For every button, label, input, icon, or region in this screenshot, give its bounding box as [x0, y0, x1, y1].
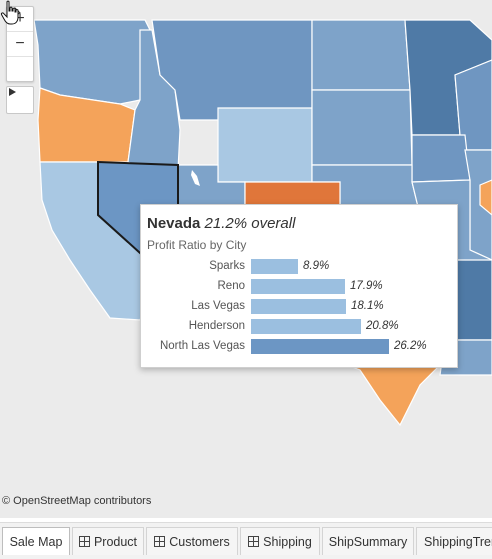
state-iowa[interactable]: [411, 134, 471, 183]
map-attribution[interactable]: © OpenStreetMap contributors: [2, 495, 152, 507]
tooltip-row: Las Vegas 18.1%: [141, 299, 457, 315]
pin-button[interactable]: [7, 7, 33, 81]
tooltip-bar: [251, 299, 346, 314]
state-north-dakota[interactable]: [311, 19, 411, 91]
lake-icon: [191, 170, 200, 186]
tooltip-value-label: 8.9%: [303, 260, 330, 272]
zoom-out-button[interactable]: −: [7, 32, 33, 57]
tooltip-value-label: 20.8%: [366, 320, 399, 332]
tooltip-value-label: 17.9%: [350, 280, 383, 292]
tab-product[interactable]: Product: [72, 527, 144, 555]
tab-shipping[interactable]: Shipping: [240, 527, 320, 555]
grid-icon: [154, 536, 166, 547]
tab-label: Customers: [169, 534, 230, 549]
tab-label: Shipping: [263, 534, 312, 549]
tooltip-overall-value: 21.2% overall: [204, 215, 296, 232]
tab-shipsummary[interactable]: ShipSummary: [322, 527, 414, 555]
tooltip-city-label: Henderson: [188, 320, 245, 332]
tooltip: Nevada 21.2% overall Profit Ratio by Cit…: [140, 204, 458, 368]
tab-customers[interactable]: Customers: [146, 527, 238, 555]
tooltip-bar: [251, 259, 298, 274]
tab-shippingtren[interactable]: ShippingTren: [416, 527, 492, 555]
grid-icon: [78, 536, 90, 547]
tab-label: ShippingTren: [424, 534, 492, 549]
tooltip-row: North Las Vegas 26.2%: [141, 339, 457, 355]
tab-label: ShipSummary: [328, 534, 408, 549]
tooltip-value-label: 18.1%: [351, 300, 384, 312]
tooltip-bar: [251, 279, 345, 294]
tooltip-row: Henderson 20.8%: [141, 319, 457, 335]
tooltip-city-label: Sparks: [209, 260, 245, 272]
grid-icon: [248, 536, 260, 547]
hand-cursor-icon: [0, 0, 19, 25]
tab-label: Sale Map: [9, 534, 63, 549]
zoom-in-button[interactable]: +: [7, 7, 33, 32]
sale-map[interactable]: + − © OpenStreetMap contributors Nevada …: [0, 0, 492, 518]
tooltip-value-label: 26.2%: [394, 340, 427, 352]
tooltip-city-label: Reno: [217, 280, 246, 292]
tooltip-city-label: Las Vegas: [191, 300, 245, 312]
tooltip-bar: [251, 339, 389, 354]
state-wyoming[interactable]: [217, 107, 313, 183]
expand-toolbar-button[interactable]: [6, 86, 34, 114]
state-south-dakota[interactable]: [311, 89, 413, 166]
tooltip-subtitle: Profit Ratio by City: [147, 238, 247, 252]
state-ohio-edge[interactable]: [479, 179, 492, 216]
tooltip-state-name: Nevada: [147, 215, 201, 232]
play-triangle-icon: [9, 88, 16, 96]
tab-sale-map[interactable]: Sale Map: [2, 527, 70, 555]
tab-label: Product: [93, 534, 138, 549]
tooltip-city-label: North Las Vegas: [159, 340, 245, 352]
tooltip-title: Nevada 21.2% overall: [147, 215, 295, 232]
tooltip-row: Reno 17.9%: [141, 279, 457, 295]
tooltip-bar: [251, 319, 361, 334]
sheet-tab-bar: Sale Map Product Customers Shipping ShipSumm…: [0, 522, 492, 559]
tooltip-row: Sparks 8.9%: [141, 259, 457, 275]
